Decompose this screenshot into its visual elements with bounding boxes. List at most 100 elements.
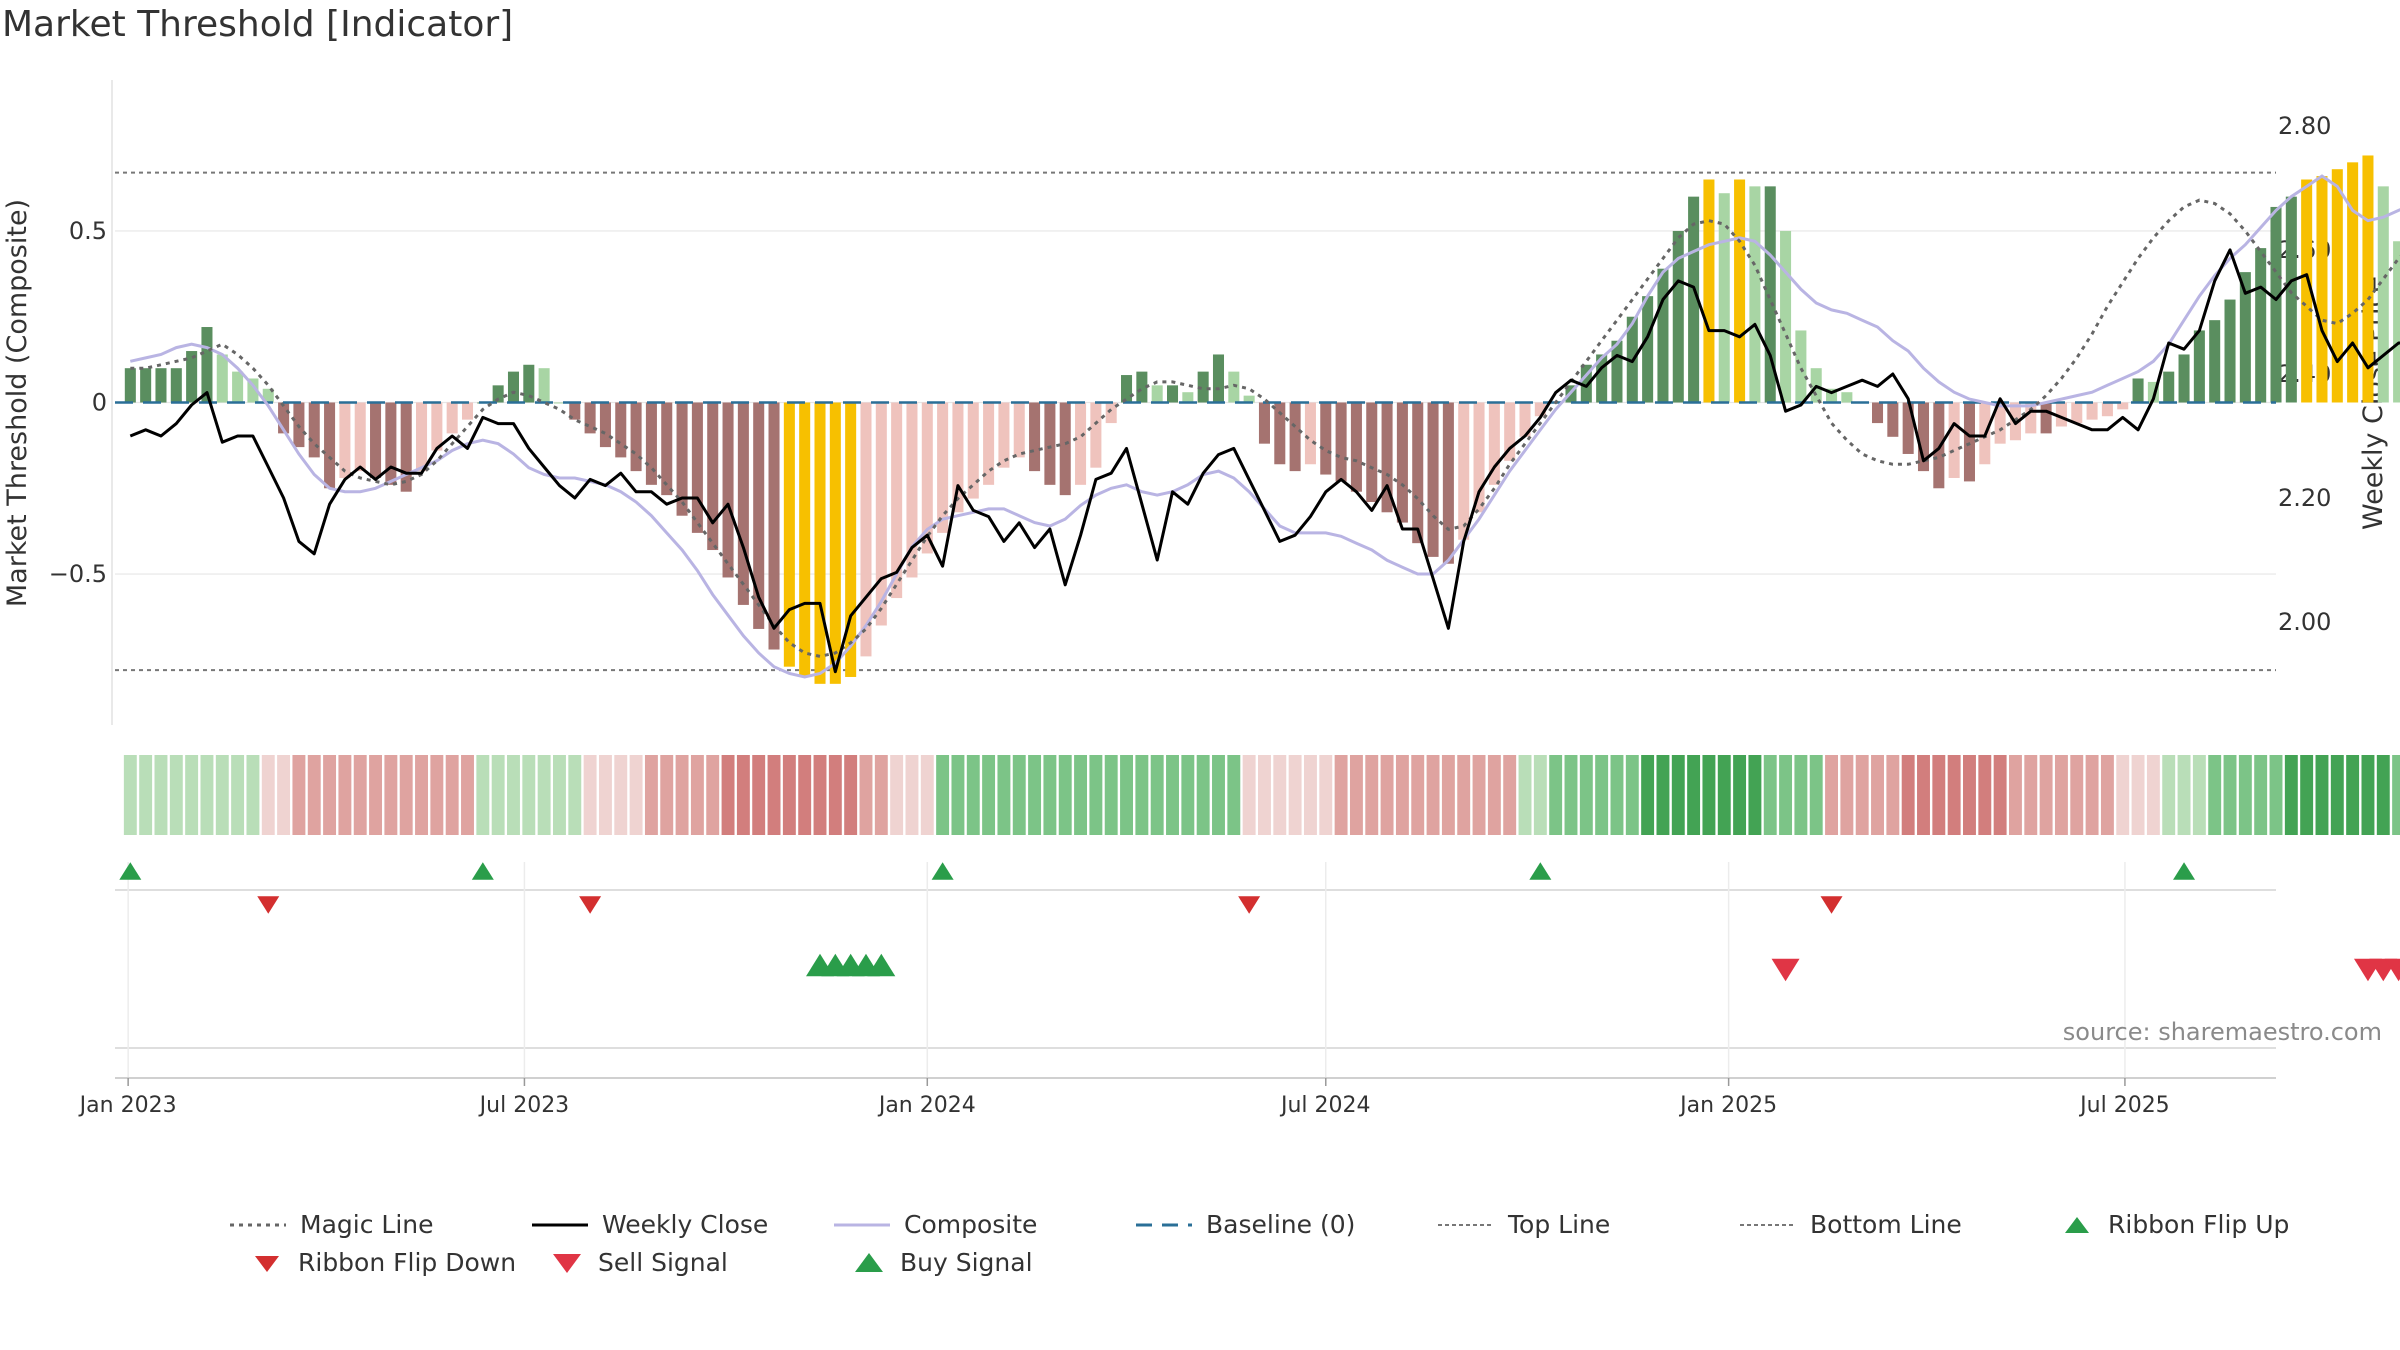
composite-bar	[1488, 402, 1500, 485]
legend-label-magic: Magic Line	[300, 1210, 434, 1239]
ribbon-flip-up-marker	[119, 862, 142, 880]
ribbon-cell	[461, 755, 474, 835]
right-y-tick-label: 2.20	[2278, 484, 2331, 512]
ribbon-cell	[1932, 755, 1946, 835]
ribbon-cell	[629, 755, 643, 835]
legend-item-flipdown: Ribbon Flip Down	[250, 1248, 516, 1277]
composite-bar	[247, 378, 259, 403]
ribbon-cell	[1595, 755, 1609, 835]
ribbon-cell	[1043, 755, 1057, 835]
ribbon-cell	[966, 755, 980, 835]
ribbon-cell	[1441, 755, 1455, 835]
ribbon-cell	[859, 755, 873, 835]
composite-bar	[2117, 402, 2129, 410]
ribbon-cell	[644, 755, 658, 835]
left-axis-title: Market Threshold (Composite)	[2, 199, 33, 607]
composite-bar	[2163, 371, 2175, 403]
composite-bar	[860, 402, 872, 657]
composite-bar	[1749, 186, 1761, 403]
ribbon-cell	[2100, 755, 2114, 835]
ribbon-cell	[1840, 755, 1854, 835]
ribbon-cell	[660, 755, 674, 835]
ribbon-cell	[997, 755, 1011, 835]
ribbon-cell	[2192, 755, 2206, 835]
ribbon-cell	[1411, 755, 1425, 835]
ribbon-cell	[598, 755, 612, 835]
chart-title: Market Threshold [Indicator]	[2, 4, 514, 45]
ribbon-cell	[1395, 755, 1409, 835]
composite-bar	[829, 402, 841, 684]
ribbon-cell	[2300, 755, 2314, 835]
composite-bar	[140, 368, 152, 403]
composite-bar	[906, 402, 918, 578]
ribbon-cell	[1549, 755, 1563, 835]
ribbon-cell	[1181, 755, 1195, 835]
composite-bar	[416, 402, 428, 472]
sell-signal-marker	[2384, 958, 2400, 982]
ribbon-cell	[1886, 755, 1900, 835]
legend-item-flipup: Ribbon Flip Up	[2060, 1210, 2289, 1239]
composite-bar	[1304, 402, 1316, 465]
ribbon-cell	[1166, 755, 1179, 835]
ribbon-cell	[1947, 755, 1961, 835]
ribbon-cell	[1917, 755, 1930, 835]
composite-bar	[2178, 354, 2190, 403]
composite-bar	[1718, 193, 1730, 403]
ribbon-cell	[767, 755, 781, 835]
composite-bar	[2025, 402, 2037, 434]
composite-bar	[875, 402, 887, 626]
legend-item-top: Top Line	[1438, 1210, 1610, 1239]
composite-bar	[1151, 385, 1163, 403]
composite-bar	[1917, 402, 1930, 472]
ribbon-cell	[706, 755, 720, 835]
legend-swatch-bottom	[1740, 1223, 1796, 1226]
composite-bar	[2393, 241, 2400, 403]
ribbon-cell	[246, 755, 260, 835]
legend-swatch-composite	[834, 1223, 890, 1226]
composite-bar	[507, 371, 519, 403]
ribbon-cell	[675, 755, 689, 835]
composite-bar	[1994, 402, 2006, 444]
ribbon-cell	[1993, 755, 2007, 835]
composite-bar	[1274, 402, 1286, 465]
ribbon-cell	[1120, 755, 1133, 835]
ribbon-cell	[2070, 755, 2084, 835]
ribbon-cell	[905, 755, 919, 835]
composite-bar	[155, 368, 167, 403]
composite-bar	[676, 402, 688, 516]
chart-legend: Magic Line Weekly Close Composite Baseli…	[230, 1210, 2390, 1290]
ribbon-cell	[1533, 755, 1547, 835]
composite-bar	[2040, 402, 2052, 434]
legend-label-top: Top Line	[1508, 1210, 1611, 1239]
composite-bar	[1044, 402, 1056, 485]
composite-bar	[1197, 371, 1209, 403]
ribbon-cell	[1518, 755, 1532, 835]
ribbon-cell	[1564, 755, 1578, 835]
sell-signal-marker	[1771, 958, 1800, 982]
ribbon-cell	[1748, 755, 1762, 835]
composite-bar	[799, 402, 811, 677]
ribbon-cell	[2008, 755, 2022, 835]
composite-bar	[1611, 340, 1623, 403]
ribbon-cell	[1610, 755, 1624, 835]
ribbon-cell	[200, 755, 214, 835]
composite-bar	[1059, 402, 1071, 496]
ribbon-cell	[399, 755, 413, 835]
ribbon-flip-down-marker	[1820, 896, 1843, 914]
ribbon-cell	[1349, 755, 1363, 835]
composite-bar	[1504, 402, 1516, 461]
ribbon-cell	[782, 755, 796, 835]
composite-bar	[354, 402, 366, 472]
ribbon-flip-up-marker	[2173, 862, 2196, 880]
composite-bar	[262, 388, 274, 403]
ribbon-cell	[752, 755, 766, 835]
composite-bar	[645, 402, 657, 485]
legend-label-flipdown: Ribbon Flip Down	[298, 1248, 517, 1277]
x-tick-label: Jul 2024	[1279, 1093, 1371, 1118]
composite-bar	[2301, 179, 2313, 403]
composite-bar	[1642, 296, 1654, 403]
ribbon-cell	[936, 755, 950, 835]
composite-bar	[599, 402, 611, 448]
right-y-tick-label: 2.80	[2278, 112, 2331, 140]
